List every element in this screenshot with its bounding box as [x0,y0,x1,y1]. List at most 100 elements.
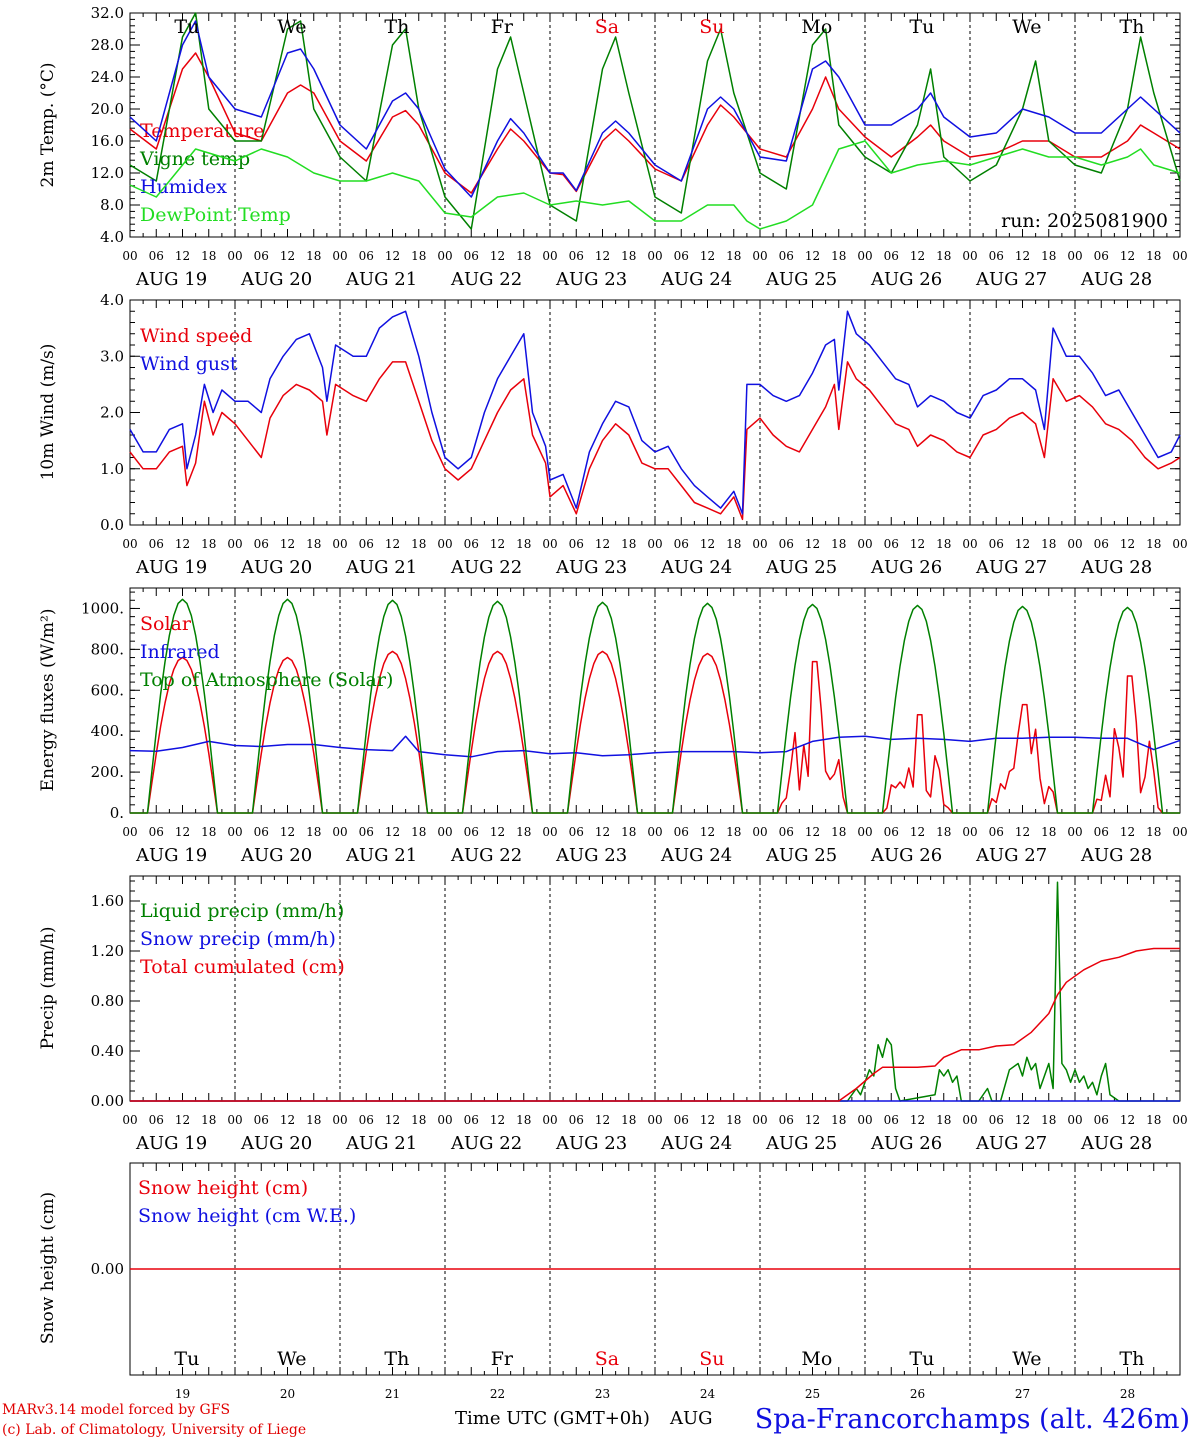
day-number: 25 [805,1387,820,1401]
hour-label: 18 [936,537,951,551]
hour-label: 18 [1041,249,1056,263]
hour-label: 12 [175,825,190,839]
legend-wind-gust: Wind gust [140,353,238,375]
date-label: AUG 22 [450,845,522,866]
hour-label: 12 [175,249,190,263]
hour-label: 18 [1041,537,1056,551]
hour-label: 00 [122,249,137,263]
hour-label: 06 [464,249,479,263]
hour-label: 12 [490,1113,505,1127]
y-tick-label: 0.00 [91,1092,124,1110]
hour-label: 06 [149,537,164,551]
day-number: 21 [385,1387,400,1401]
y-tick-label: 0. [110,804,124,822]
date-label: AUG 25 [765,269,837,290]
day-name: Mo [801,16,832,38]
hour-label: 12 [280,825,295,839]
hour-label: 18 [621,537,636,551]
panel-frame [129,587,1181,814]
hour-label: 18 [831,537,846,551]
date-label: AUG 19 [135,845,207,866]
hour-label: 00 [752,537,767,551]
hour-label: 18 [726,1113,741,1127]
hour-label: 00 [1067,249,1082,263]
hour-label: 12 [910,1113,925,1127]
hour-label: 18 [306,537,321,551]
day-number: 20 [280,1387,295,1401]
hour-label: 00 [332,249,347,263]
hour-label: 06 [674,537,689,551]
hour-label: 12 [1015,825,1030,839]
y-tick-label: 1.60 [91,892,124,910]
hour-label: 00 [227,825,242,839]
model-credit: MARv3.14 model forced by GFS [2,1402,230,1418]
hour-label: 18 [516,1113,531,1127]
hour-label: 00 [122,1113,137,1127]
day-name: We [277,16,306,38]
hour-label: 06 [989,825,1004,839]
day-name: We [1012,16,1041,38]
hour-label: 00 [332,537,347,551]
day-name: Th [1119,1348,1144,1370]
hour-label: 12 [700,249,715,263]
date-label: AUG 25 [765,1133,837,1154]
date-label: AUG 27 [975,1133,1047,1154]
day-name: Mo [801,1348,832,1370]
day-name: Su [699,16,724,38]
x-axis-month: AUG [669,1408,713,1429]
hour-label: 06 [464,1113,479,1127]
hour-label: 18 [411,249,426,263]
hour-label: 12 [280,249,295,263]
hour-label: 12 [805,537,820,551]
day-name: Sa [595,1348,619,1370]
hour-label: 00 [1172,1113,1187,1127]
hour-label: 00 [1172,825,1187,839]
hour-label: 06 [989,1113,1004,1127]
hour-label: 06 [149,825,164,839]
hour-label: 12 [910,249,925,263]
hour-label: 12 [175,537,190,551]
hour-label: 00 [857,537,872,551]
hour-label: 00 [542,825,557,839]
hour-label: 06 [359,825,374,839]
hour-label: 06 [569,1113,584,1127]
hour-label: 00 [647,537,662,551]
y-tick-label: 200. [91,763,124,781]
hour-label: 12 [805,1113,820,1127]
run-annotation: run: 2025081900 [1001,210,1168,232]
legend-total-cumulated-cm-: Total cumulated (cm) [140,956,345,978]
legend-snow-precip-mm-h-: Snow precip (mm/h) [140,928,336,950]
hour-label: 18 [201,1113,216,1127]
y-tick-label: 0.00 [91,1260,124,1278]
date-label: AUG 28 [1080,1133,1152,1154]
y-axis-label: Energy fluxes (W/m²) [38,609,58,792]
hour-label: 06 [1094,825,1109,839]
hour-label: 18 [1146,537,1161,551]
hour-label: 00 [1172,249,1187,263]
hour-label: 18 [726,249,741,263]
hour-label: 06 [884,537,899,551]
hour-label: 18 [621,249,636,263]
date-label: AUG 28 [1080,845,1152,866]
hour-label: 00 [647,1113,662,1127]
hour-label: 18 [1146,1113,1161,1127]
hour-label: 18 [936,1113,951,1127]
y-tick-label: 20.0 [91,100,124,118]
date-label: AUG 27 [975,557,1047,578]
series-line-vigne-temp [129,12,1181,230]
y-tick-label: 32.0 [91,4,124,22]
legend-wind-speed: Wind speed [140,325,252,347]
date-label: AUG 21 [345,845,417,866]
hour-label: 06 [254,249,269,263]
hour-label: 06 [254,825,269,839]
hour-label: 12 [385,1113,400,1127]
day-name: Tu [909,1348,934,1370]
legend-solar: Solar [140,613,192,635]
day-name: Tu [174,1348,199,1370]
date-label: AUG 24 [660,1133,732,1154]
date-label: AUG 28 [1080,557,1152,578]
series-line-dewpoint-temp [129,140,1181,230]
day-name: Th [384,16,409,38]
hour-label: 18 [516,825,531,839]
hour-label: 06 [464,825,479,839]
